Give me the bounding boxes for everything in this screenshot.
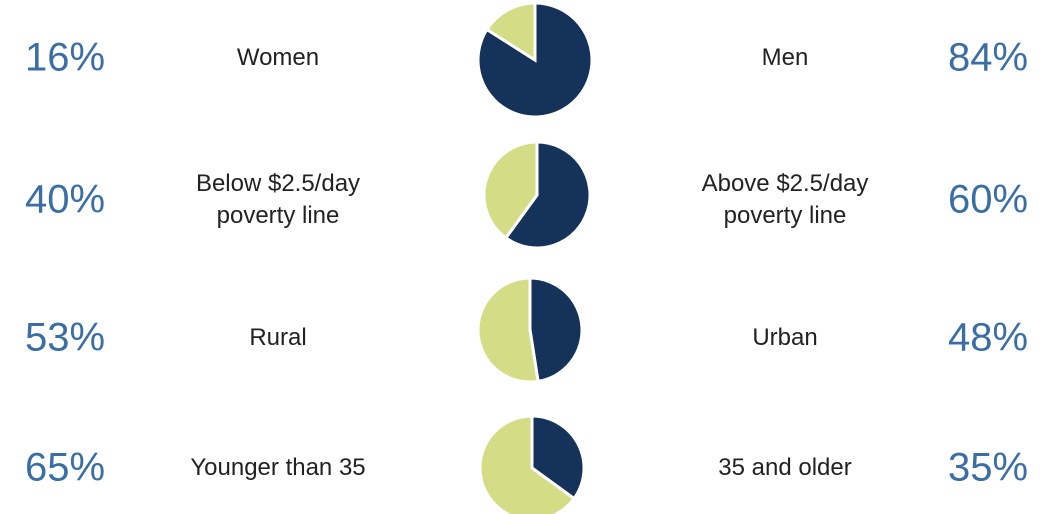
category-label: Younger than 35 xyxy=(190,454,366,481)
category-label: Rural xyxy=(249,324,307,351)
value-label: 35% xyxy=(947,445,1029,490)
category-label: Women xyxy=(236,44,320,71)
value-label: 16% xyxy=(24,35,106,80)
category-label: Urban xyxy=(752,324,818,351)
value-label: 65% xyxy=(24,445,106,490)
pie-slice xyxy=(476,276,540,384)
pie-slice xyxy=(476,1,594,119)
value-label: 60% xyxy=(947,177,1029,222)
pie-slice xyxy=(478,414,577,514)
category-label: Men xyxy=(761,44,809,71)
pie-slice xyxy=(503,140,592,250)
value-label: 53% xyxy=(24,315,106,360)
value-label: 84% xyxy=(947,35,1029,80)
value-label: 40% xyxy=(24,177,106,222)
category-label: 35 and older xyxy=(718,454,852,481)
pie-slice xyxy=(482,140,539,240)
category-label: Above $2.5/day poverty line xyxy=(701,170,869,229)
category-label: Below $2.5/day poverty line xyxy=(195,170,361,229)
pie-slice xyxy=(530,414,586,501)
pie-slice xyxy=(484,1,537,63)
value-label: 48% xyxy=(947,315,1029,360)
pie-slice xyxy=(528,276,584,384)
